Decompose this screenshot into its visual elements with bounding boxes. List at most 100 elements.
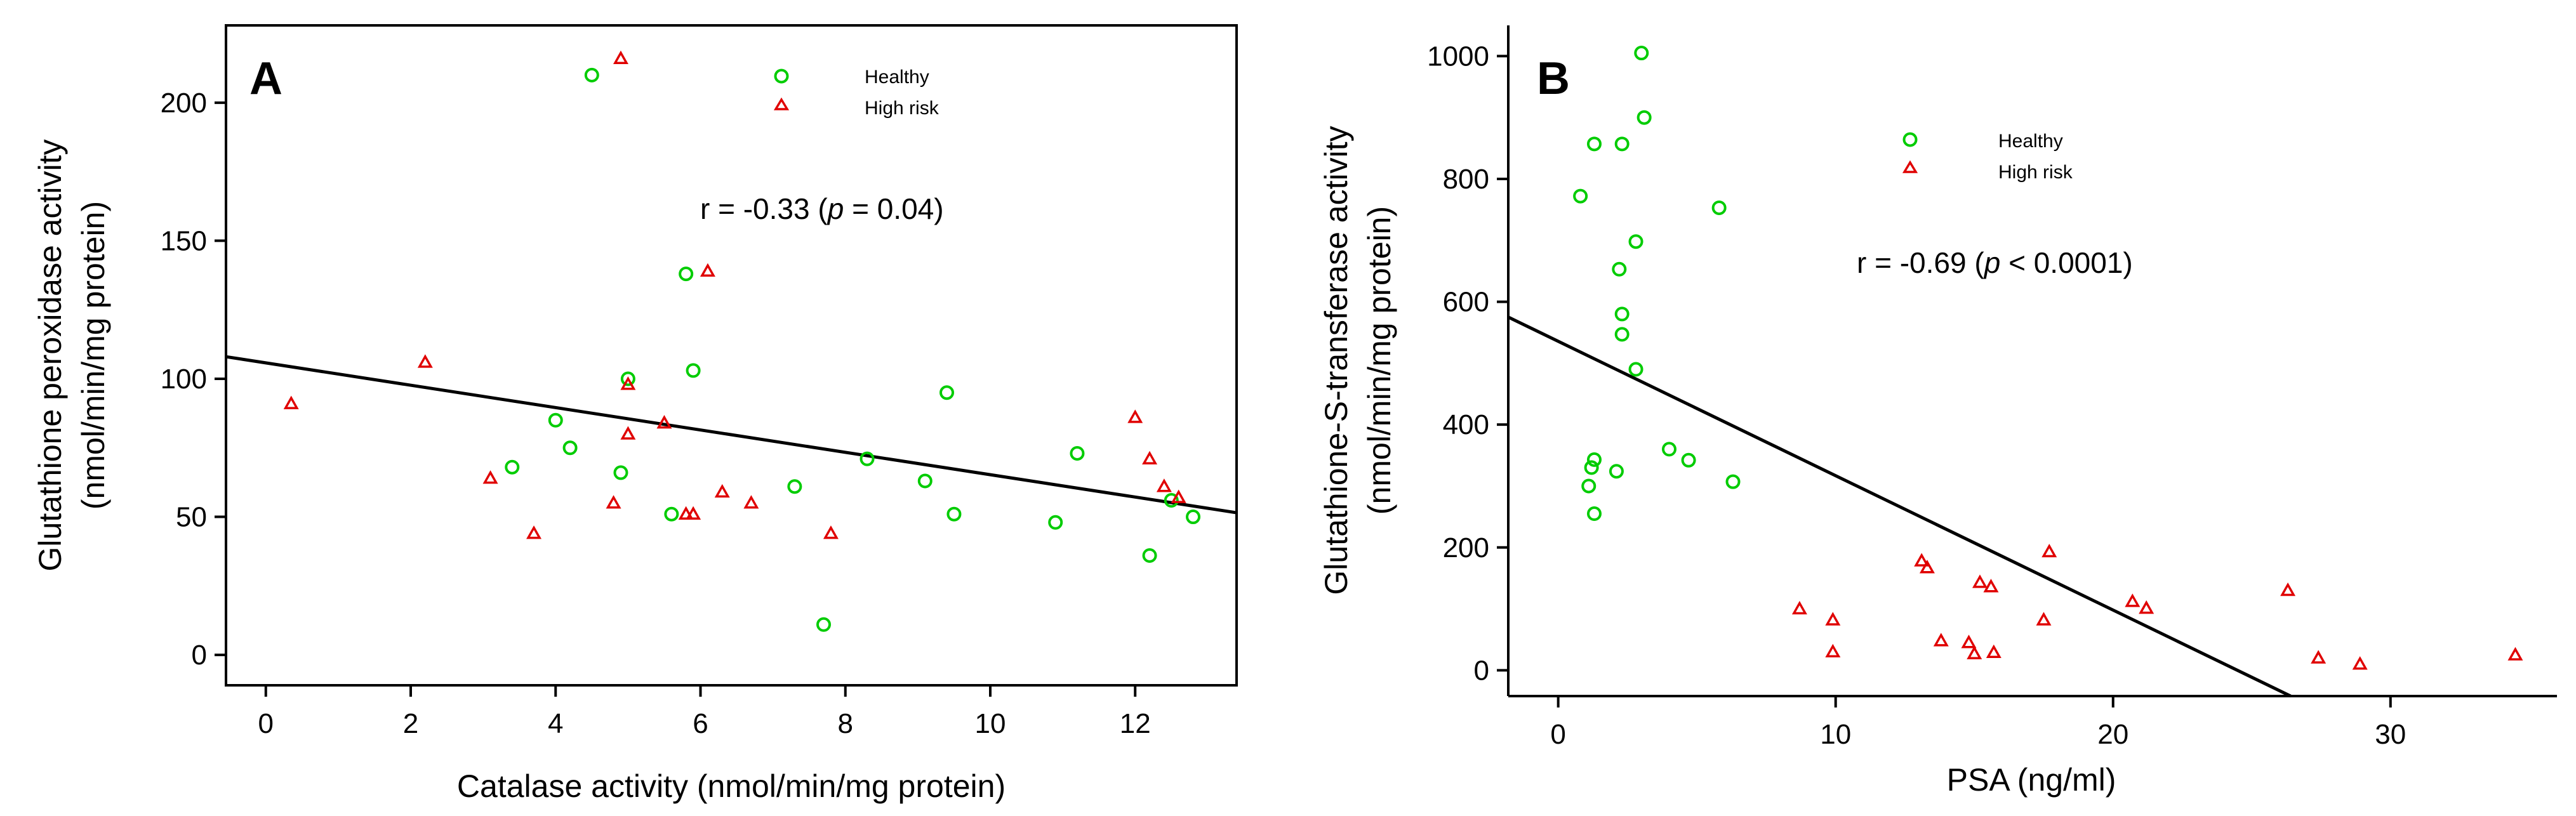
panel-b-high-risk-point [1914,553,1930,567]
panel-a-x-tick-label: 4 [548,708,563,739]
panel-a-x-tick-label: 10 [975,708,1006,739]
panel-a-x-axis-title: Catalase activity (nmol/min/mg protein) [457,768,1006,804]
panel-a-legend-healthy-marker [774,69,789,84]
panel-a-plot-frame [225,24,1238,687]
panel-b-healthy-point [1628,362,1643,377]
panel-b-chart: 0 10 20 30 0 200 400 600 800 1000 B Healthy High … [1318,25,2557,798]
panel-b-y-tick-label: 0 [1474,655,1489,686]
panel-b-healthy-point [1581,478,1597,494]
panel-a-healthy-point [816,617,832,632]
panel-a-y-tick-label: 100 [161,364,207,395]
panel-a-x-tick-label: 0 [258,708,274,739]
panel-a-x-tick-label: 12 [1120,708,1151,739]
panel-b-ticks: 0 10 20 30 0 200 400 600 800 1000 [1427,41,2406,750]
panel-b-legend: Healthy High risk [1902,131,2073,183]
panel-a-healthy-point [1186,510,1201,525]
panel-a-high-risk-point [656,415,672,429]
panel-b-legend-high-risk-marker [1902,160,1918,173]
panel-a-high-risk-point [700,263,715,277]
panel-a-high-risk-point [743,495,759,509]
panel-b-high-risk-point [1986,644,2002,659]
panel-b-legend-high-risk-label: High risk [1998,162,2073,183]
panel-a-x-tick-label: 6 [693,708,708,739]
panel-b-x-tick-label: 0 [1550,719,1565,750]
panel-b-healthy-point [1573,188,1588,204]
panel-a-healthy-point [505,459,520,475]
panel-a-healthy-point [1070,445,1085,461]
panel-b-healthy-point [1711,200,1727,215]
panel-a-healthy-point [686,363,701,378]
panel-b-high-risk-point [1967,645,1982,659]
panel-a-healthy-point [664,506,679,522]
panel-a-high-risk-point [613,50,628,64]
panel-b-healthy-point [1614,306,1630,322]
panel-a-healthy-point [620,371,635,386]
panel-b-healthy-point [1609,464,1624,479]
panel-b-healthy-point [1628,234,1643,249]
panel-a-legend: Healthy High risk [773,67,939,119]
panel-b-x-tick-label: 30 [2375,719,2406,750]
panel-b-high-risk-point [1933,633,1949,647]
panel-b-healthy-point [1661,442,1676,457]
panel-b-y-tick-label: 200 [1443,532,1489,563]
panel-a-y-tick-label: 0 [192,640,207,671]
panel-b-legend-healthy-label: Healthy [1998,131,2063,152]
panel-a-healthy-point [860,451,875,466]
panel-a-healthy-point [946,506,962,522]
panel-b-healthy-point [1725,474,1741,489]
panel-a-healthy-point [1164,492,1179,508]
panel-a-x-tick-label: 2 [403,708,418,739]
panel-b-healthy-point [1614,327,1630,342]
panel-a-ticks: 0 2 4 6 8 10 12 0 50 100 150 200 [161,88,1151,739]
panel-a-chart: 0 2 4 6 8 10 12 0 50 100 150 200 A Healthy High ris… [32,24,1238,804]
panel-a-healthy-point [1048,515,1063,530]
panel-b-healthy-point [1584,460,1599,475]
panel-a-high-risk-point [283,395,299,409]
panel-a-correlation-annotation: r = -0.33 (p = 0.04) [700,192,944,225]
panel-a-legend-high-risk-label: High risk [865,98,939,119]
panel-a-high-risk-point [417,354,433,368]
panel-b-high-risk-point [2280,582,2296,596]
panel-b-high-risk-point [1825,612,1841,626]
panel-a-high-risk-point [1127,409,1143,423]
panel-a-healthy-point [613,465,628,480]
panel-a-high-risk-point [526,525,542,539]
panel-a-healthy-point [584,67,599,82]
panel-a-y-tick-label: 200 [161,88,207,119]
panel-a-high-risk-point [1156,478,1172,492]
panel-a-healthy-point [787,479,802,494]
panel-a-regression-line [225,355,1237,515]
panel-a-healthy-point [917,473,933,489]
panel-b-y-tick-label: 800 [1443,164,1489,195]
panel-b-y-axis-title-line1: Glutathione-S-transferase activity [1318,126,1354,595]
panel-b-high-risk-point [2139,600,2154,614]
panel-a-high-risk-point [482,470,498,484]
panel-b-x-tick-label: 20 [2097,719,2128,750]
panel-b-healthy-point [1612,261,1627,277]
panel-b-healthy-point [1614,136,1630,152]
panel-b-high-risk-point [1961,635,1977,648]
panel-b-healthy-point [1681,452,1696,468]
panel-b-high-risk-point [1983,579,1999,593]
panel-b-regression-line [1507,315,2292,698]
panel-a-legend-healthy-label: Healthy [865,67,929,88]
panel-b-high-risk-point [2125,593,2141,607]
panel-a-high-risk-point [823,525,839,539]
panel-b-high-risk-point [1825,643,1841,658]
panel-b-y-tick-label: 400 [1443,409,1489,440]
panel-b-high-risk-point [1791,600,1807,615]
panel-b-letter: B [1537,53,1570,104]
panel-b-healthy-point [1637,110,1652,125]
panel-b-data-points [1573,46,2523,670]
panel-a-x-tick-label: 8 [837,708,853,739]
panel-b-high-risk-point [2036,612,2052,626]
panel-a-healthy-point [679,267,694,282]
panel-a-high-risk-point [620,376,636,390]
panel-a-y-axis-title-line2: (nmol/min/mg protein) [76,201,111,510]
panel-b-healthy-point [1586,506,1602,522]
panel-a-letter: A [249,53,282,104]
panel-b-y-axis-title-line2: (nmol/min/mg protein) [1362,206,1397,515]
panel-b-y-tick-label: 600 [1443,287,1489,318]
panel-a-healthy-point [939,385,955,400]
